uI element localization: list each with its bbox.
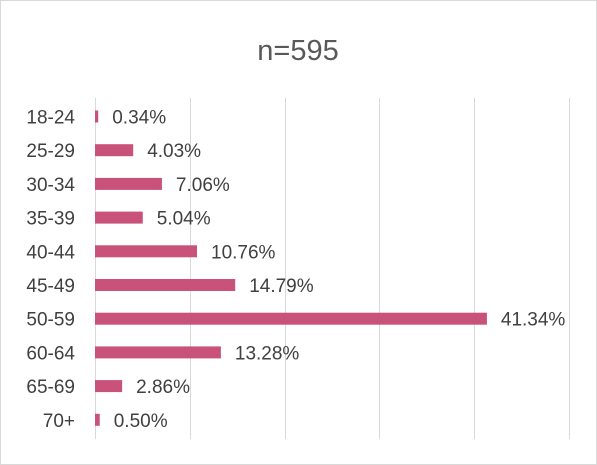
category-label-25-29: 25-29: [26, 141, 75, 162]
category-label-30-34: 30-34: [26, 175, 75, 196]
data-label-35-39: 5.04%: [157, 209, 211, 230]
bar-35-39: [95, 211, 143, 224]
data-label-40-44: 10.76%: [211, 242, 276, 263]
data-label-60-64: 13.28%: [235, 343, 300, 364]
category-label-35-39: 35-39: [26, 209, 75, 230]
data-label-30-34: 7.06%: [176, 175, 230, 196]
data-label-45-49: 14.79%: [249, 276, 314, 297]
category-label-40-44: 40-44: [26, 242, 75, 263]
bar-18-24: [95, 110, 99, 123]
bar-50-59: [95, 312, 487, 325]
bar-30-34: [95, 177, 162, 190]
bar-65-69: [95, 380, 123, 393]
bar-70+: [95, 413, 100, 426]
bar-60-64: [95, 346, 221, 359]
bar-25-29: [95, 144, 134, 157]
category-label-60-64: 60-64: [26, 343, 75, 364]
data-label-50-59: 41.34%: [501, 310, 566, 331]
chart-title: n=595: [257, 35, 338, 67]
category-label-18-24: 18-24: [26, 108, 75, 129]
data-label-25-29: 4.03%: [147, 141, 201, 162]
bars: [95, 110, 487, 426]
bar-40-44: [95, 245, 198, 258]
category-label-70+: 70+: [43, 411, 75, 432]
category-label-65-69: 65-69: [26, 377, 75, 398]
data-label-18-24: 0.34%: [112, 108, 166, 129]
bar-45-49: [95, 279, 236, 291]
category-label-45-49: 45-49: [26, 276, 75, 297]
data-labels: 0.34% 4.03% 7.06% 5.04%10.76% 14.79% 41.34% 13…: [112, 108, 565, 432]
category-tick-labels: 18-24 25-29 30-34 35-39 40-44 45-49 50-59 60-64…: [26, 108, 75, 432]
data-label-70+: 0.50%: [114, 411, 168, 432]
category-label-50-59: 50-59: [26, 310, 75, 331]
data-label-65-69: 2.86%: [136, 377, 190, 398]
